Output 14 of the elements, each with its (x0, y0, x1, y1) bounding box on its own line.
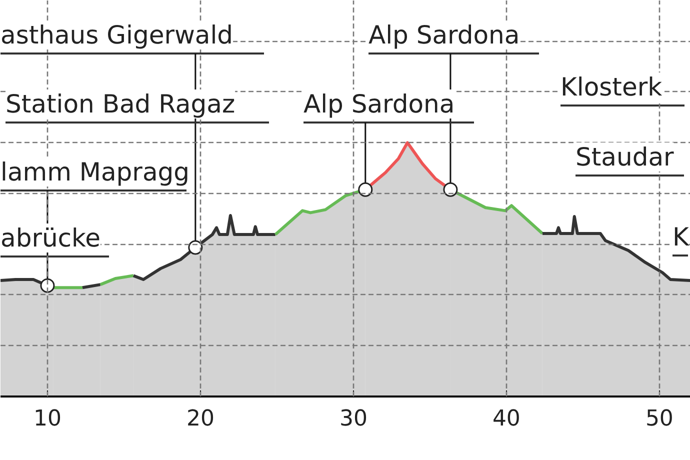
annotation: lamm Mapragg (0, 158, 190, 186)
x-tick-label: 30 (339, 406, 368, 432)
annotation: Staudar (576, 142, 675, 172)
text: Station Bad Ragaz (6, 90, 236, 118)
text: Klosterk (560, 72, 663, 102)
annotation: Alp Sardona (304, 90, 455, 118)
annotation: K (672, 222, 690, 252)
x-tick-label: 20 (186, 406, 214, 432)
annotation: abrücke (0, 224, 101, 252)
x-tick-label: 10 (33, 406, 62, 432)
x-tick-label: 40 (492, 406, 520, 432)
x-tick-label: 50 (645, 406, 674, 432)
annotation: asthaus Gigerwald (0, 20, 234, 50)
annotation: Alp Sardona (368, 20, 520, 50)
